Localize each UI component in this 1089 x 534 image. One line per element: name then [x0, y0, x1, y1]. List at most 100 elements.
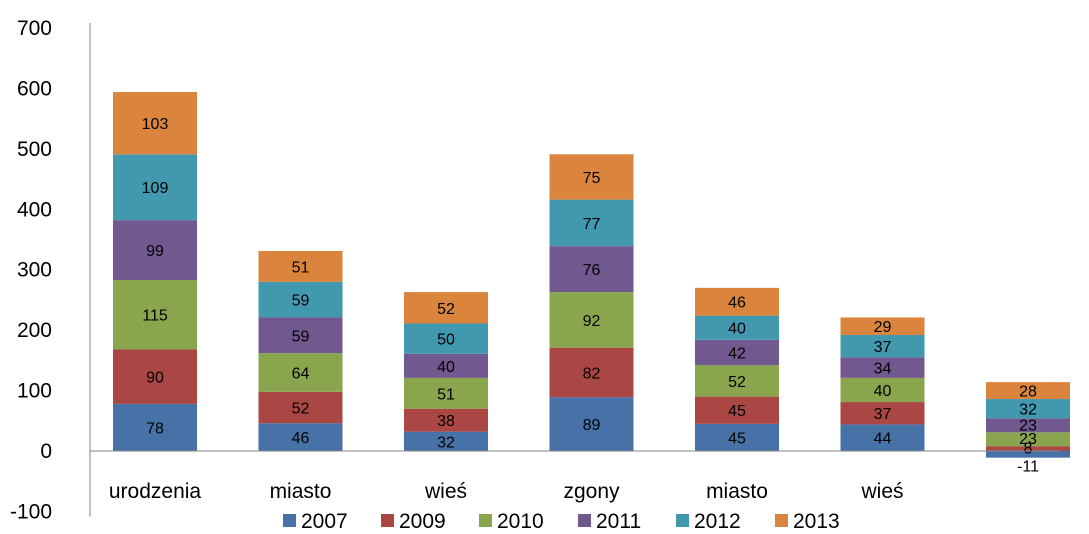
data-label: 78 [146, 420, 164, 437]
data-label: 89 [583, 417, 601, 434]
y-tick-label: 300 [17, 259, 52, 282]
bar-segment [695, 287, 779, 316]
bar-segment [404, 431, 488, 452]
bar-segment [986, 432, 1070, 447]
legend-swatch [775, 514, 788, 527]
legend-label: 2009 [399, 510, 446, 533]
bar-segment [695, 423, 779, 452]
legend-swatch [578, 514, 591, 527]
data-label: 76 [583, 262, 601, 279]
data-label: 64 [292, 365, 310, 382]
bar-segment [258, 317, 343, 354]
x-tick-label: zgony [563, 480, 620, 503]
data-label: 38 [437, 413, 455, 430]
data-label: 46 [728, 295, 746, 312]
bar-segment [549, 292, 634, 348]
data-label: 45 [728, 403, 746, 420]
data-label: 32 [1019, 402, 1037, 419]
bar-segment [840, 357, 925, 378]
data-label: 45 [728, 430, 746, 447]
y-tick-label: 500 [17, 138, 52, 161]
bar-segment [840, 377, 925, 403]
data-label: 99 [146, 243, 164, 260]
x-tick-label: wieś [860, 480, 903, 503]
y-tick-label: 400 [17, 198, 52, 221]
bar-segment [695, 339, 779, 366]
y-axis: -100 0 100 200 300 400 500 600 700 [10, 17, 91, 523]
data-label: 90 [146, 370, 164, 387]
bar-segment [258, 281, 343, 318]
bar-segment [404, 408, 488, 432]
y-tick-label: 600 [17, 77, 52, 100]
bar-segment [404, 377, 488, 409]
data-label: 28 [1019, 384, 1037, 401]
bar-segment [258, 391, 343, 424]
bar-segment [113, 154, 197, 221]
bar-segment [840, 402, 925, 425]
bar-segment [986, 399, 1070, 419]
data-label: 77 [583, 216, 601, 233]
bar-segment [549, 347, 634, 398]
data-label: 29 [874, 319, 892, 336]
data-label: 75 [583, 170, 601, 187]
bar-segment [840, 334, 925, 358]
x-tick-label: urodzenia [109, 480, 202, 503]
data-label: 23 [1019, 417, 1037, 434]
legend-label: 2007 [301, 510, 348, 533]
data-label: 59 [292, 328, 310, 345]
data-label: 52 [292, 401, 310, 418]
data-label: 40 [728, 321, 746, 338]
data-label: 37 [874, 406, 892, 423]
data-label: 103 [142, 116, 169, 133]
legend-swatch [381, 514, 394, 527]
bar-segment [113, 220, 197, 280]
legend-swatch [479, 514, 492, 527]
data-label: 109 [142, 180, 169, 197]
x-tick-label: miasto [270, 480, 332, 503]
y-tick-label: -100 [10, 500, 52, 523]
bar-segment [986, 418, 1070, 433]
bar-segment [986, 446, 1070, 452]
bar-segment [695, 365, 779, 397]
legend: 2007 2009 2010 2011 2012 2013 [283, 510, 840, 533]
data-label: 92 [583, 313, 601, 330]
data-label: 52 [728, 374, 746, 391]
data-label: 50 [437, 332, 455, 349]
x-tick-label: wieś [424, 480, 467, 503]
data-label: 46 [292, 430, 310, 447]
y-tick-label: 100 [17, 380, 52, 403]
bar-segment [258, 423, 343, 452]
bar-segment [549, 397, 634, 452]
data-label: 115 [142, 308, 168, 325]
bar-segment [404, 323, 488, 354]
bar-segment [549, 199, 634, 247]
legend-label: 2010 [497, 510, 544, 533]
legend-swatch [283, 514, 296, 527]
y-tick-label: 700 [17, 17, 52, 40]
y-tick-label: 200 [17, 319, 52, 342]
data-label: 34 [874, 361, 892, 378]
data-label: 37 [874, 339, 892, 356]
data-label: 59 [292, 293, 310, 310]
bar-segment [986, 382, 1070, 400]
bar-segment [986, 451, 1070, 458]
bar-segment [840, 424, 925, 452]
bar-segment [549, 154, 634, 200]
bars [113, 92, 1070, 458]
bar-segment [113, 92, 197, 155]
data-labels: 78 90 115 99 109 103 46 52 64 59 59 51 32 38 51 40 50 52 8… [142, 116, 1039, 475]
legend-swatch [676, 514, 689, 527]
data-label: 42 [728, 346, 746, 363]
x-tick-label: miasto [706, 480, 768, 503]
bar-segment [258, 250, 343, 282]
data-label: 44 [874, 431, 892, 448]
bar-segment [113, 279, 197, 350]
bar-segment [549, 246, 634, 293]
bar-segment [113, 403, 197, 452]
bar-segment [404, 292, 488, 324]
data-label: 32 [437, 434, 455, 451]
data-label: 40 [437, 359, 455, 376]
bar-segment [404, 353, 488, 378]
legend-label: 2011 [596, 510, 641, 533]
